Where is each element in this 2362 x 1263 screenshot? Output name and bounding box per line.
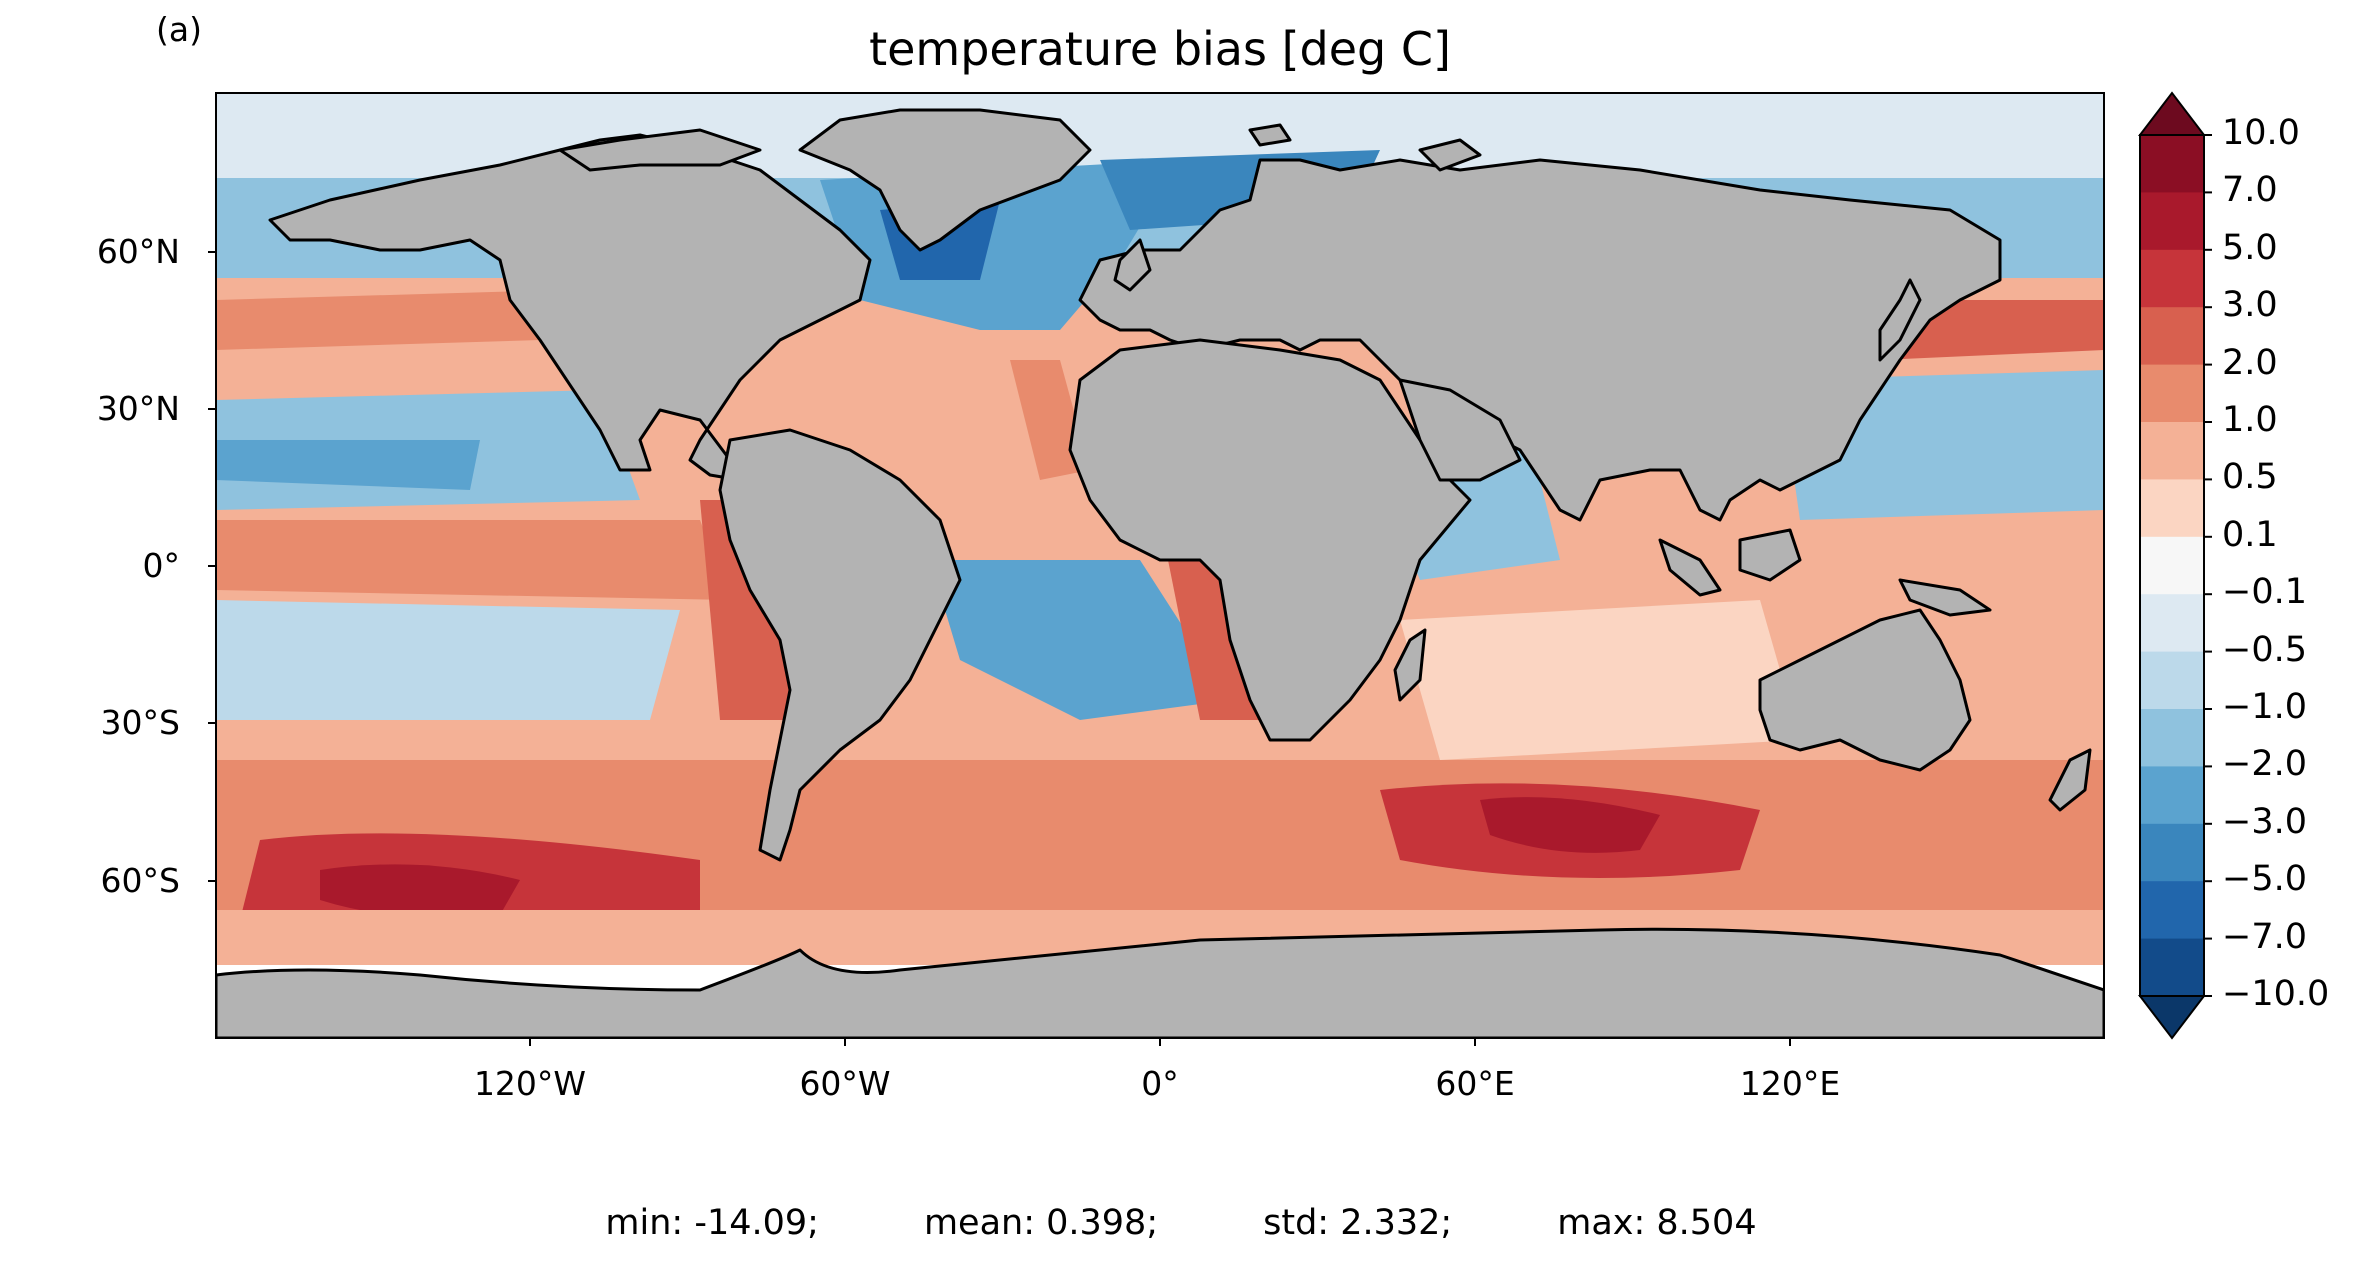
south-atlantic-cool-bias bbox=[930, 560, 1230, 720]
colorbar-tick-label: 2.0 bbox=[2222, 342, 2278, 383]
colorbar-bin bbox=[2140, 192, 2204, 251]
colorbar-tick-label: 7.0 bbox=[2222, 170, 2278, 211]
colorbar-tick-label: −3.0 bbox=[2222, 801, 2307, 842]
colorbar-bin bbox=[2140, 422, 2204, 480]
japan-land bbox=[1878, 278, 1922, 362]
equatorial-pacific-warm-bias bbox=[216, 520, 730, 600]
novaya-zemlya-land bbox=[1418, 138, 1482, 172]
colorbar-bin bbox=[2140, 881, 2204, 940]
colorbar-bin bbox=[2140, 135, 2204, 193]
australia-land bbox=[1758, 608, 1972, 772]
colorbar-tick-label: 3.0 bbox=[2222, 285, 2278, 326]
colorbar-tick-label: 5.0 bbox=[2222, 227, 2278, 268]
borneo-land bbox=[1738, 528, 1802, 582]
colorbar-tick-label: −0.5 bbox=[2222, 629, 2307, 670]
lon-label-60e: 60°E bbox=[1435, 1064, 1515, 1103]
new-zealand-land bbox=[2048, 748, 2092, 812]
arctic-archipelago-land bbox=[558, 128, 762, 172]
colorbar-tick-label: −1.0 bbox=[2222, 687, 2307, 727]
colorbar-ticks bbox=[2204, 134, 2212, 997]
colorbar-bin bbox=[2140, 709, 2204, 767]
stat-min: min: -14.09; bbox=[605, 1203, 819, 1243]
colorbar-bin bbox=[2140, 364, 2204, 423]
land-masses bbox=[216, 108, 2104, 1038]
svalbard-land bbox=[1248, 123, 1292, 147]
hawaii-cool-bias bbox=[216, 440, 480, 490]
stat-mean: mean: 0.398; bbox=[923, 1203, 1159, 1243]
colorbar-bin bbox=[2140, 823, 2204, 882]
colorbar-under-arrow bbox=[2137, 995, 2207, 1040]
lon-label-120w: 120°W bbox=[473, 1064, 587, 1103]
colorbar-bin bbox=[2140, 766, 2204, 825]
lat-ticks bbox=[208, 251, 216, 882]
africa-land bbox=[1068, 338, 1472, 742]
colorbar-tick-label: 10.0 bbox=[2222, 113, 2300, 153]
stat-max: max: 8.504 bbox=[1557, 1203, 1757, 1243]
panel-label: (a) bbox=[156, 10, 202, 49]
colorbar-bin bbox=[2140, 249, 2204, 308]
lon-ticks bbox=[529, 1038, 1791, 1046]
colorbar-frame bbox=[2139, 134, 2205, 997]
lon-label-60w: 60°W bbox=[799, 1064, 891, 1103]
colorbar bbox=[2137, 91, 2212, 1040]
colorbar-tick-label: −5.0 bbox=[2222, 859, 2307, 900]
antarctica-land bbox=[216, 927, 2104, 1038]
colorbar-bins bbox=[2140, 135, 2204, 997]
lon-label-0: 0° bbox=[1141, 1064, 1179, 1103]
amundsen-max-bias bbox=[320, 864, 520, 918]
colorbar-tick-label: −10.0 bbox=[2222, 974, 2330, 1014]
stats-line: min: -14.09; mean: 0.398; std: 2.332; ma… bbox=[0, 1203, 2362, 1243]
colorbar-bin bbox=[2140, 651, 2204, 710]
south-america-land bbox=[718, 428, 962, 862]
lon-label-120e: 120°E bbox=[1739, 1064, 1841, 1103]
indian-sector-max-bias bbox=[1480, 797, 1660, 853]
colorbar-over-arrow bbox=[2137, 91, 2207, 136]
arabian-peninsula-land bbox=[1398, 378, 1522, 482]
colorbar-tick-label: 0.1 bbox=[2222, 514, 2278, 555]
colorbar-bin bbox=[2140, 479, 2204, 538]
stat-std: std: 2.332; bbox=[1263, 1203, 1453, 1243]
colorbar-tick-label: −2.0 bbox=[2222, 744, 2307, 785]
madagascar-land bbox=[1393, 628, 1427, 702]
map-title: temperature bias [deg C] bbox=[869, 22, 1451, 76]
lat-label-equator: 0° bbox=[142, 546, 181, 585]
colorbar-bin bbox=[2140, 594, 2204, 653]
lat-label-60n: 60°N bbox=[96, 232, 180, 271]
colorbar-tick-label: 1.0 bbox=[2222, 400, 2278, 440]
greenland-land bbox=[798, 108, 1092, 252]
eurasia-land bbox=[1078, 158, 2002, 522]
colorbar-tick-label: −0.1 bbox=[2222, 572, 2307, 613]
colorbar-tick-label: −7.0 bbox=[2222, 916, 2307, 957]
lat-label-60s: 60°S bbox=[100, 861, 180, 900]
new-guinea-land bbox=[1898, 578, 1992, 617]
south-pacific-cool-bias bbox=[216, 600, 680, 720]
sumatra-land bbox=[1658, 538, 1722, 597]
temperature-bias-field bbox=[216, 93, 2104, 1038]
british-isles-land bbox=[1113, 238, 1152, 292]
south-indian-weak-bias bbox=[1400, 600, 1800, 760]
lat-label-30n: 30°N bbox=[96, 389, 180, 428]
north-pacific-warm-bias bbox=[216, 290, 560, 350]
colorbar-bin bbox=[2140, 307, 2204, 366]
colorbar-bin bbox=[2140, 536, 2204, 595]
lat-label-30s: 30°S bbox=[100, 703, 180, 742]
colorbar-tick-label: 0.5 bbox=[2222, 457, 2278, 498]
colorbar-bin bbox=[2140, 938, 2204, 997]
